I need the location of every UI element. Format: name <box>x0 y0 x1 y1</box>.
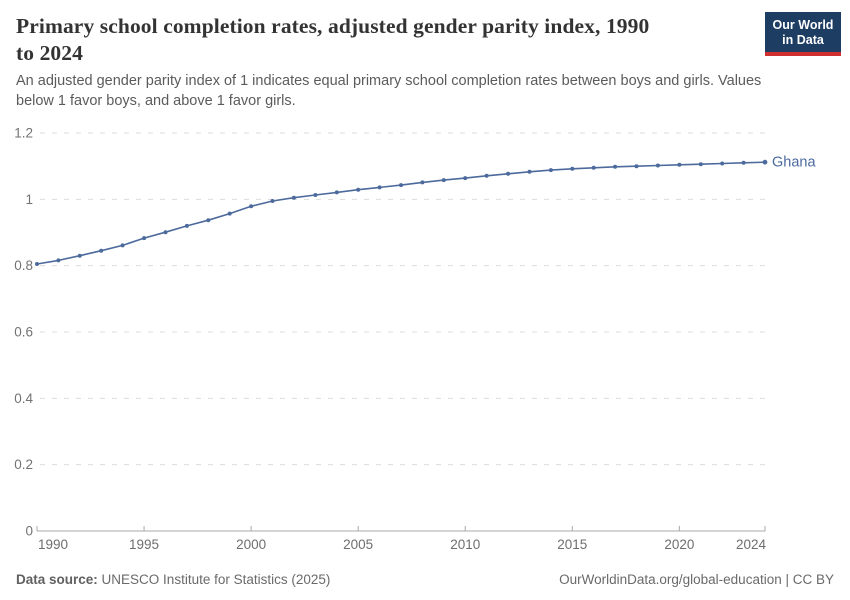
title-line-2: to 2024 <box>16 41 83 65</box>
y-tick-label-0.8: 0.8 <box>14 258 33 273</box>
y-tick-label-1: 1 <box>25 192 33 207</box>
subtitle-line-1: An adjusted gender parity index of 1 ind… <box>16 73 762 89</box>
data-point-2018 <box>634 164 639 169</box>
data-point-2008 <box>420 180 425 185</box>
data-point-2015 <box>570 166 575 171</box>
data-source-label: Data source: <box>16 572 98 587</box>
data-point-2014 <box>548 168 553 173</box>
data-point-2022 <box>720 161 725 166</box>
logo-line-1: Our World <box>772 18 834 32</box>
logo-line-2: in Data <box>782 33 824 47</box>
data-point-1993 <box>99 248 104 253</box>
x-tick-label-2020: 2020 <box>664 537 694 552</box>
data-point-2009 <box>441 178 446 183</box>
data-point-2001 <box>270 199 275 203</box>
owid-logo[interactable]: Our World in Data <box>765 12 841 56</box>
owid-url-link[interactable]: OurWorldinData.org/global-education | CC… <box>559 572 834 587</box>
data-point-1990 <box>35 262 39 266</box>
data-point-1994 <box>120 243 125 248</box>
data-point-2007 <box>399 183 403 188</box>
x-tick-label-1990: 1990 <box>38 537 68 552</box>
y-tick-label-0.6: 0.6 <box>14 325 33 340</box>
data-point-1991 <box>56 258 61 263</box>
chart-footer: Data source: UNESCO Institute for Statis… <box>16 572 834 587</box>
data-point-1998 <box>206 218 211 223</box>
data-point-2024 <box>762 159 768 165</box>
data-point-2021 <box>698 162 703 167</box>
data-source-value: UNESCO Institute for Statistics (2025) <box>101 572 331 587</box>
data-point-2010 <box>463 176 468 181</box>
series-line-ghana <box>36 161 766 265</box>
title-line-1: Primary school completion rates, adjuste… <box>16 14 650 38</box>
x-tick-label-2000: 2000 <box>236 537 266 552</box>
data-point-2019 <box>655 163 660 168</box>
x-tick-label-1995: 1995 <box>129 537 159 552</box>
data-point-1996 <box>163 230 168 235</box>
page-title: Primary school completion rates, adjuste… <box>16 13 758 67</box>
y-tick-label-0.2: 0.2 <box>14 457 33 472</box>
data-point-1992 <box>77 253 82 258</box>
data-point-2020 <box>677 162 682 167</box>
data-point-1995 <box>142 236 147 241</box>
data-point-2013 <box>527 169 532 174</box>
data-point-2016 <box>591 165 596 170</box>
data-point-2011 <box>484 173 489 178</box>
data-point-2005 <box>356 187 361 192</box>
y-tick-label-0.4: 0.4 <box>14 391 33 406</box>
x-tick-label-2005: 2005 <box>343 537 373 552</box>
data-point-2000 <box>249 204 254 209</box>
x-tick-label-2015: 2015 <box>557 537 587 552</box>
data-point-2002 <box>291 195 296 200</box>
chart-subtitle: An adjusted gender parity index of 1 ind… <box>16 72 806 111</box>
data-point-1999 <box>227 211 232 216</box>
entity-label-ghana: Ghana <box>772 155 816 171</box>
data-point-2006 <box>377 185 382 190</box>
data-point-2003 <box>313 193 318 197</box>
data-point-1997 <box>184 223 189 228</box>
y-tick-label-0: 0 <box>25 524 33 539</box>
subtitle-line-2: below 1 favor boys, and above 1 favor gi… <box>16 92 296 109</box>
y-tick-label-1.2: 1.2 <box>14 126 33 141</box>
data-point-2004 <box>334 190 339 195</box>
x-tick-label-2010: 2010 <box>450 537 480 552</box>
data-point-2017 <box>613 164 618 169</box>
data-point-2012 <box>506 171 511 176</box>
data-source: Data source: UNESCO Institute for Statis… <box>16 572 330 587</box>
data-point-2023 <box>741 160 746 165</box>
x-tick-label-2024: 2024 <box>736 537 767 552</box>
